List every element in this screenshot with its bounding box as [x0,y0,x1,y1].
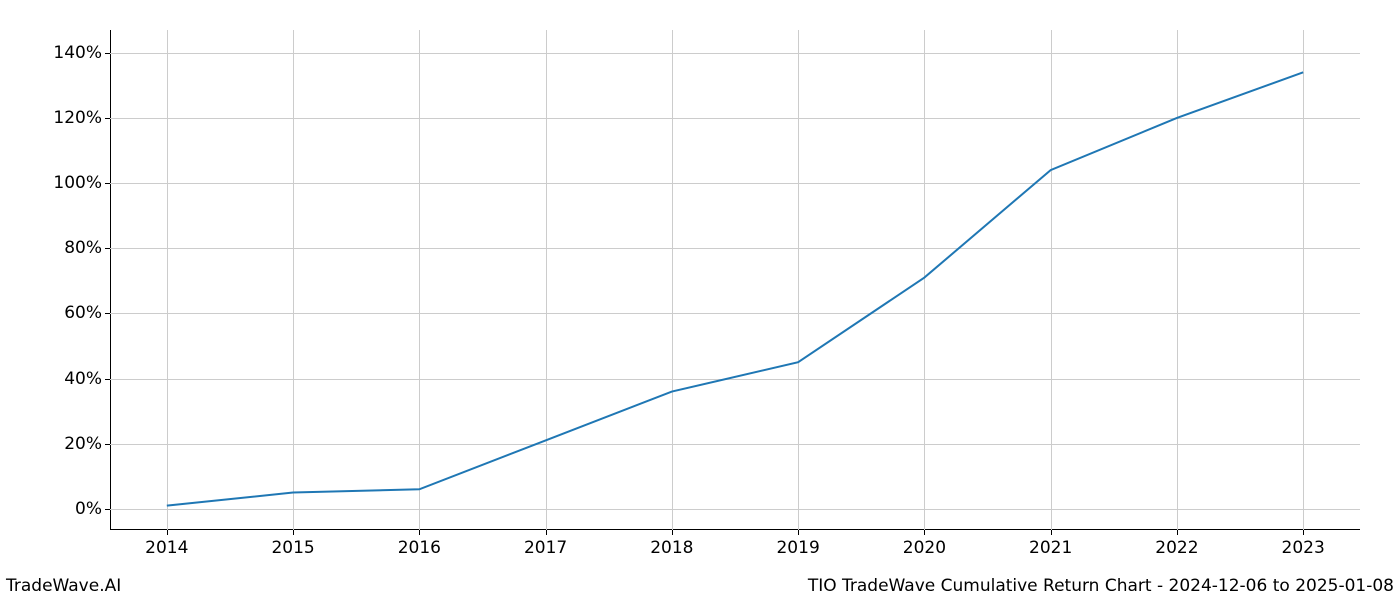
footer-left-text: TradeWave.AI [6,576,121,596]
x-tick-label: 2019 [776,530,819,558]
x-tick-label: 2016 [398,530,441,558]
x-tick-label: 2023 [1282,530,1325,558]
x-tick-label: 2018 [650,530,693,558]
return-line [167,72,1303,505]
x-tick-label: 2021 [1029,530,1072,558]
x-tick-label: 2020 [903,530,946,558]
y-tick-label: 80% [64,238,110,258]
x-tick-label: 2022 [1155,530,1198,558]
y-tick-label: 20% [64,434,110,454]
y-tick-label: 0% [75,499,110,519]
chart-area: 0%20%40%60%80%100%120%140%20142015201620… [110,30,1360,530]
y-tick-label: 100% [53,173,110,193]
x-tick-label: 2014 [145,530,188,558]
x-tick-label: 2015 [271,530,314,558]
y-tick-label: 60% [64,303,110,323]
y-tick-label: 120% [53,108,110,128]
y-tick-label: 140% [53,43,110,63]
x-tick-label: 2017 [524,530,567,558]
y-tick-label: 40% [64,369,110,389]
line-series [110,30,1360,530]
footer-right-text: TIO TradeWave Cumulative Return Chart - … [808,576,1394,596]
